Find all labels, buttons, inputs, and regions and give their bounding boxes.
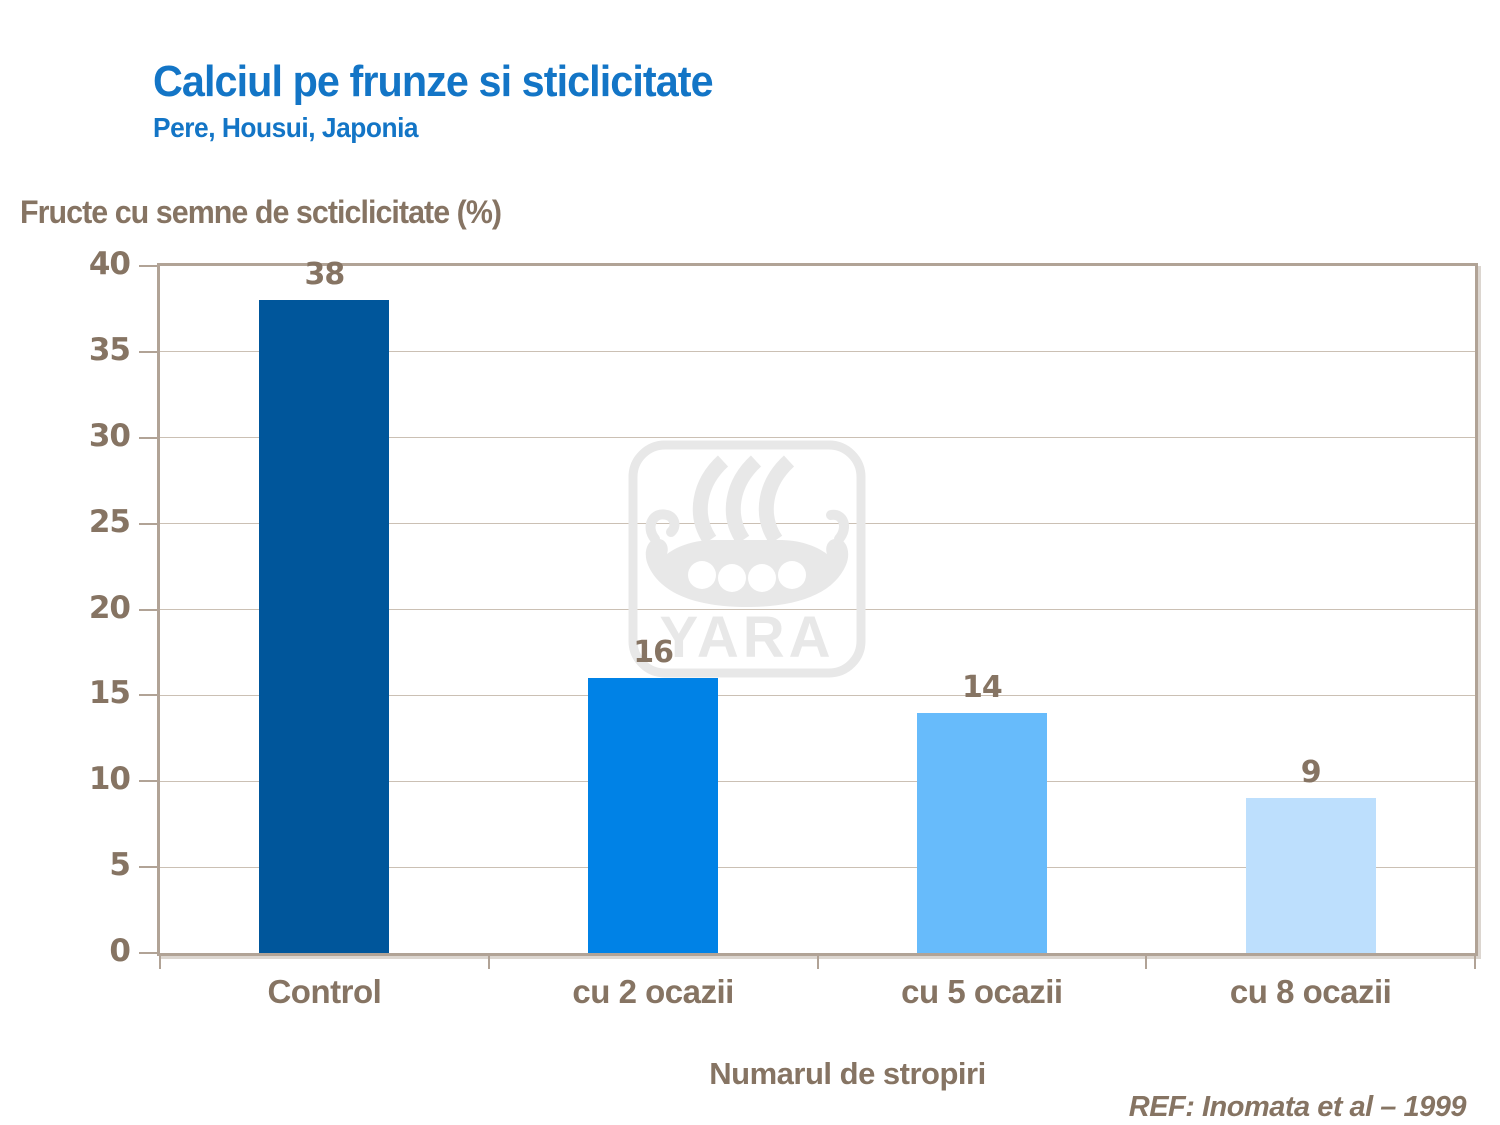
y-tick-30 [139,436,158,439]
y-tick-label-20: 20 [88,589,131,626]
page-subtitle: Pere, Housui, Japonia [153,112,419,143]
plot-area: YARA 38 16 14 9 [157,257,1478,956]
gridline-35 [160,351,1475,353]
x-tick-1 [487,956,490,969]
y-tick-15 [139,694,158,697]
y-tick-20 [139,608,158,611]
x-tick-4 [1474,956,1476,969]
y-tick-label-40: 40 [88,246,131,282]
bar-value-control: 38 [304,257,346,293]
x-category-label-cu-2-ocazii: cu 2 ocazii [572,973,734,1010]
bar-value-cu-2-ocazii: 16 [633,635,674,671]
y-tick-label-30: 30 [88,417,131,454]
title-block: Calciul pe frunze si sticlicitate Pere, … [153,57,714,144]
y-tick-0 [139,952,158,954]
gridline-20 [160,609,1475,610]
y-axis-title: Fructe cu semne de scticlicitate (%) [20,194,502,230]
y-tick-35 [139,350,158,353]
yara-watermark-logo-icon: YARA [625,437,869,681]
bar-cu-2-ocazii [588,678,719,953]
y-tick-label-35: 35 [88,331,131,368]
yara-watermark-text: YARA [659,605,834,670]
y-tick-label-10: 10 [88,761,131,798]
bar-value-cu-8-ocazii: 9 [1300,755,1322,791]
reference-text: REF: Inomata et al – 1999 [1128,1091,1467,1123]
gridline-25 [160,523,1475,525]
y-tick-5 [139,866,158,869]
x-tick-3 [1145,956,1148,969]
x-tick-0 [159,956,161,969]
y-tick-label-15: 15 [88,675,131,712]
y-tick-25 [139,522,158,525]
gridline-30 [160,437,1475,439]
x-category-label-control: Control [267,973,382,1010]
page-title: Calciul pe frunze si sticlicitate [153,57,714,106]
x-tick-2 [816,956,819,969]
gridline-10 [160,780,1475,782]
y-tick-10 [139,780,158,783]
x-category-label-cu-8-ocazii: cu 8 ocazii [1229,973,1392,1010]
x-axis-title: Numarul de stropiri [709,1056,986,1091]
y-tick-40 [139,265,158,267]
bar-control [259,300,390,953]
gridline-5 [160,866,1475,868]
x-category-label-cu-5-ocazii: cu 5 ocazii [901,973,1063,1010]
gridline-15 [160,694,1475,696]
bar-cu-8-ocazii [1245,798,1376,953]
y-tick-label-0: 0 [109,933,131,969]
bar-cu-5-ocazii [916,712,1047,953]
y-tick-label-25: 25 [88,503,131,540]
y-tick-label-5: 5 [109,847,131,884]
bar-value-cu-5-ocazii: 14 [962,669,1003,705]
